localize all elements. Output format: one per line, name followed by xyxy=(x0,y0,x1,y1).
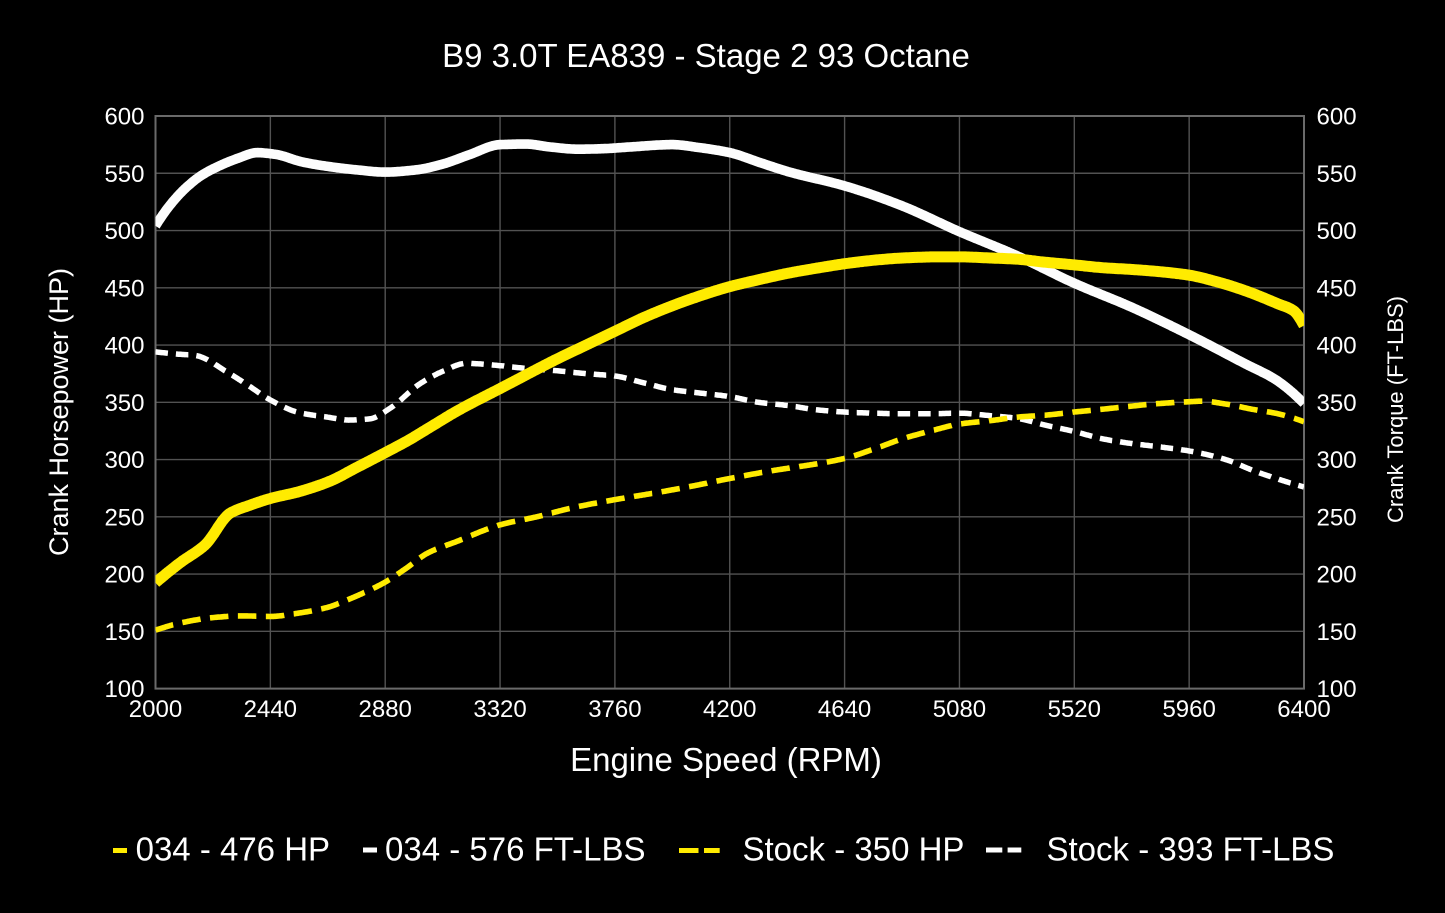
svg-text:Crank Torque (FT-LBS): Crank Torque (FT-LBS) xyxy=(1383,296,1408,523)
svg-text:600: 600 xyxy=(1317,104,1357,131)
svg-text:2440: 2440 xyxy=(244,696,297,723)
svg-text:Stock - 350 HP: Stock - 350 HP xyxy=(743,831,965,868)
svg-text:600: 600 xyxy=(104,104,144,131)
svg-text:Stock - 393 FT-LBS: Stock - 393 FT-LBS xyxy=(1047,831,1335,868)
svg-text:4640: 4640 xyxy=(818,696,871,723)
svg-text:5960: 5960 xyxy=(1162,696,1215,723)
svg-text:2000: 2000 xyxy=(129,696,182,723)
svg-text:100: 100 xyxy=(1317,676,1357,703)
svg-text:3320: 3320 xyxy=(473,696,526,723)
svg-text:5520: 5520 xyxy=(1048,696,1101,723)
svg-text:400: 400 xyxy=(1317,333,1357,360)
svg-text:500: 500 xyxy=(1317,218,1357,245)
svg-text:300: 300 xyxy=(1317,447,1357,474)
svg-text:2880: 2880 xyxy=(359,696,412,723)
svg-text:4200: 4200 xyxy=(703,696,756,723)
svg-text:150: 150 xyxy=(104,619,144,646)
svg-text:250: 250 xyxy=(1317,504,1357,531)
svg-text:300: 300 xyxy=(104,447,144,474)
svg-text:034 - 476 HP: 034 - 476 HP xyxy=(136,831,330,868)
svg-text:500: 500 xyxy=(104,218,144,245)
svg-text:550: 550 xyxy=(104,161,144,188)
svg-text:3760: 3760 xyxy=(588,696,641,723)
svg-text:250: 250 xyxy=(104,504,144,531)
svg-text:150: 150 xyxy=(1317,619,1357,646)
svg-text:Engine Speed (RPM): Engine Speed (RPM) xyxy=(570,741,882,778)
svg-text:034 - 576 FT-LBS: 034 - 576 FT-LBS xyxy=(385,831,645,868)
svg-text:200: 200 xyxy=(1317,562,1357,589)
svg-text:450: 450 xyxy=(1317,275,1357,302)
svg-text:400: 400 xyxy=(104,333,144,360)
svg-text:5080: 5080 xyxy=(933,696,986,723)
svg-text:6400: 6400 xyxy=(1277,696,1330,723)
svg-text:550: 550 xyxy=(1317,161,1357,188)
svg-text:100: 100 xyxy=(104,676,144,703)
svg-text:200: 200 xyxy=(104,562,144,589)
svg-text:450: 450 xyxy=(104,275,144,302)
svg-text:Crank Horsepower (HP): Crank Horsepower (HP) xyxy=(44,268,74,556)
svg-text:B9 3.0T EA839 - Stage 2 93 Oct: B9 3.0T EA839 - Stage 2 93 Octane xyxy=(442,37,970,74)
svg-text:350: 350 xyxy=(1317,390,1357,417)
svg-text:350: 350 xyxy=(104,390,144,417)
